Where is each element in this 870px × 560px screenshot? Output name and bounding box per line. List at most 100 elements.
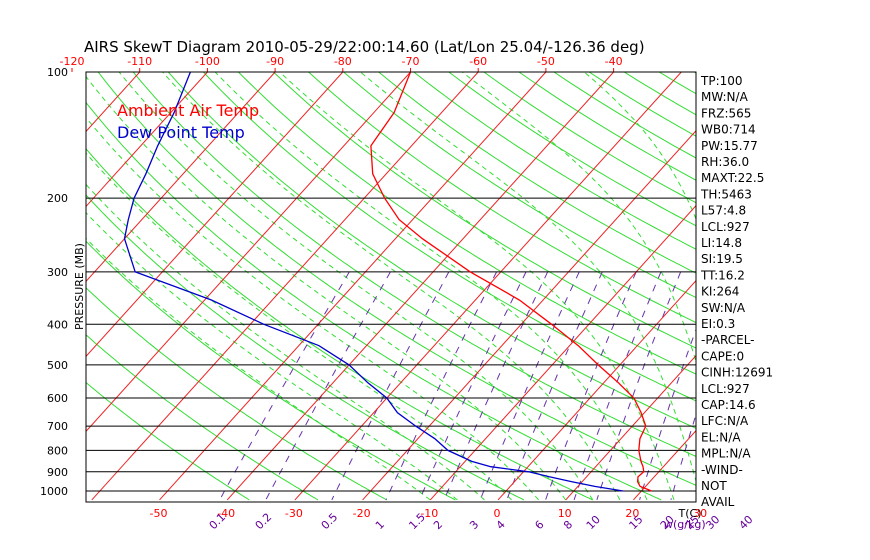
dry-adiabat	[86, 101, 662, 501]
index-item: LI:14.8	[701, 236, 742, 250]
isotherm	[86, 72, 411, 433]
mixing-ratio-line	[331, 271, 450, 501]
isotherm	[226, 72, 614, 501]
isotherm	[362, 129, 696, 501]
bottom-temp-tick-label: -20	[353, 507, 371, 520]
dry-adiabat	[86, 381, 250, 501]
isotherm	[91, 72, 479, 501]
moist-adiabat	[783, 72, 809, 500]
index-item: CINH:12691	[701, 366, 773, 380]
legend-dew-point-temp: Dew Point Temp	[117, 123, 245, 142]
pressure-tick-label: 500	[47, 359, 68, 372]
dry-adiabat	[97, 72, 696, 486]
moist-adiabat	[86, 116, 539, 501]
mixing-ratio-line	[596, 271, 682, 501]
mixing-ratio-line	[670, 413, 696, 501]
mixing-ratio-tick-label: 3	[467, 518, 481, 532]
index-item: SI:19.5	[701, 252, 743, 266]
moist-adiabat	[834, 72, 844, 500]
plot-frame	[85, 71, 697, 503]
dry-adiabat	[308, 72, 696, 324]
mixing-ratio-tick-label: 0.2	[253, 511, 275, 533]
top-temp-tick-label: -110	[127, 55, 152, 68]
pressure-tick-label: 300	[47, 266, 68, 279]
dew-point-temp-line	[123, 72, 624, 492]
bottom-temp-tick-label: -10	[420, 507, 438, 520]
index-item: SW:N/A	[701, 301, 746, 315]
index-item: -WIND-	[701, 463, 743, 477]
dry-adiabat	[86, 148, 593, 501]
pressure-tick-label: 700	[47, 420, 68, 433]
mixing-ratio-tick-label: 4	[494, 518, 508, 532]
y-axis-label: PRESSURE (MB)	[73, 243, 86, 330]
legend-ambient-air-temp: Ambient Air Temp	[117, 101, 259, 120]
top-temp-tick-label: -70	[402, 55, 420, 68]
pressure-tick-label: 400	[47, 318, 68, 331]
mixing-ratio-tick-label: 40	[737, 513, 756, 532]
index-item: FRZ:565	[701, 106, 751, 120]
bottom-temp-tick-label: 10	[558, 507, 572, 520]
index-item: TT:16.2	[700, 268, 745, 282]
dry-adiabat	[343, 72, 696, 299]
mixing-ratio-tick-label: 1	[373, 518, 387, 532]
moist-adiabat	[86, 183, 485, 501]
index-item: EL:N/A	[701, 430, 741, 444]
sounding-indices: TP:100 MW:N/A FRZ:565 WB0:714 PW:15.77 RH:36.…	[700, 74, 773, 509]
bottom-temp-tick-label: 20	[625, 507, 639, 520]
index-item: EI:0.3	[701, 317, 735, 331]
mixing-ratio-tick-label: 0.5	[319, 511, 341, 533]
isotherm	[497, 279, 696, 501]
mixing-ratio-line	[750, 272, 812, 500]
top-temp-tick-label: -80	[334, 55, 352, 68]
index-item: MW:N/A	[701, 90, 749, 104]
mixing-ratio-line	[639, 328, 696, 501]
temp-axis-label: T(C)	[678, 507, 702, 520]
top-temp-tick-label: -100	[195, 55, 220, 68]
moist-adiabat	[86, 75, 567, 501]
isotherm	[86, 72, 208, 208]
bottom-temp-tick-label: -50	[150, 507, 168, 520]
isotherm	[0, 72, 72, 500]
dry-adiabat	[86, 334, 319, 501]
dry-adiabat	[518, 72, 696, 181]
index-item: LCL:927	[701, 382, 750, 396]
bottom-temp-tick-label: 30	[693, 507, 707, 520]
isotherm	[159, 72, 547, 501]
dry-adiabat	[413, 72, 696, 250]
moist-adiabat	[86, 152, 512, 501]
isobars	[86, 197, 696, 492]
mixing-ratio-tick-label: 10	[584, 513, 603, 532]
mixing-ratio-line	[419, 271, 527, 501]
top-temp-tick-label: -40	[605, 55, 623, 68]
isotherm	[429, 204, 696, 501]
mixing-ratio-line	[219, 271, 350, 501]
moist-adiabat	[118, 72, 594, 501]
index-item: MAXT:22.5	[701, 171, 764, 185]
dry-adiabat	[86, 240, 456, 501]
chart-title: AIRS SkewT Diagram 2010-05-29/22:00:14.6…	[84, 38, 645, 56]
mixing-ratio-tick-label: 2	[431, 518, 445, 532]
mixing-ratio-line	[385, 271, 498, 501]
pressure-tick-label: 900	[47, 466, 68, 479]
moist-adiabat	[360, 72, 696, 483]
dry-adiabat	[273, 72, 696, 349]
index-item: RH:36.0	[701, 155, 749, 169]
profiles	[123, 72, 652, 492]
top-temp-tick-label: -50	[537, 55, 555, 68]
ambient-air-temp-line	[370, 72, 652, 492]
pressure-tick-label: 100	[47, 66, 68, 79]
index-item: CAP:14.6	[701, 398, 756, 412]
isotherm	[86, 72, 276, 283]
index-item: NOT	[701, 479, 727, 493]
mixing-ratio-axis-label: w(g/kg)	[664, 518, 706, 531]
pressure-tick-label: 800	[47, 444, 68, 457]
pressure-tick-label: 600	[47, 392, 68, 405]
mixing-ratio-tick-label: 6	[532, 518, 546, 532]
index-item: KI:264	[701, 285, 739, 299]
moist-adiabat	[214, 72, 648, 501]
dry-adiabat	[132, 72, 696, 457]
dry-adiabat	[86, 287, 387, 501]
pressure-tick-label: 200	[47, 192, 68, 205]
